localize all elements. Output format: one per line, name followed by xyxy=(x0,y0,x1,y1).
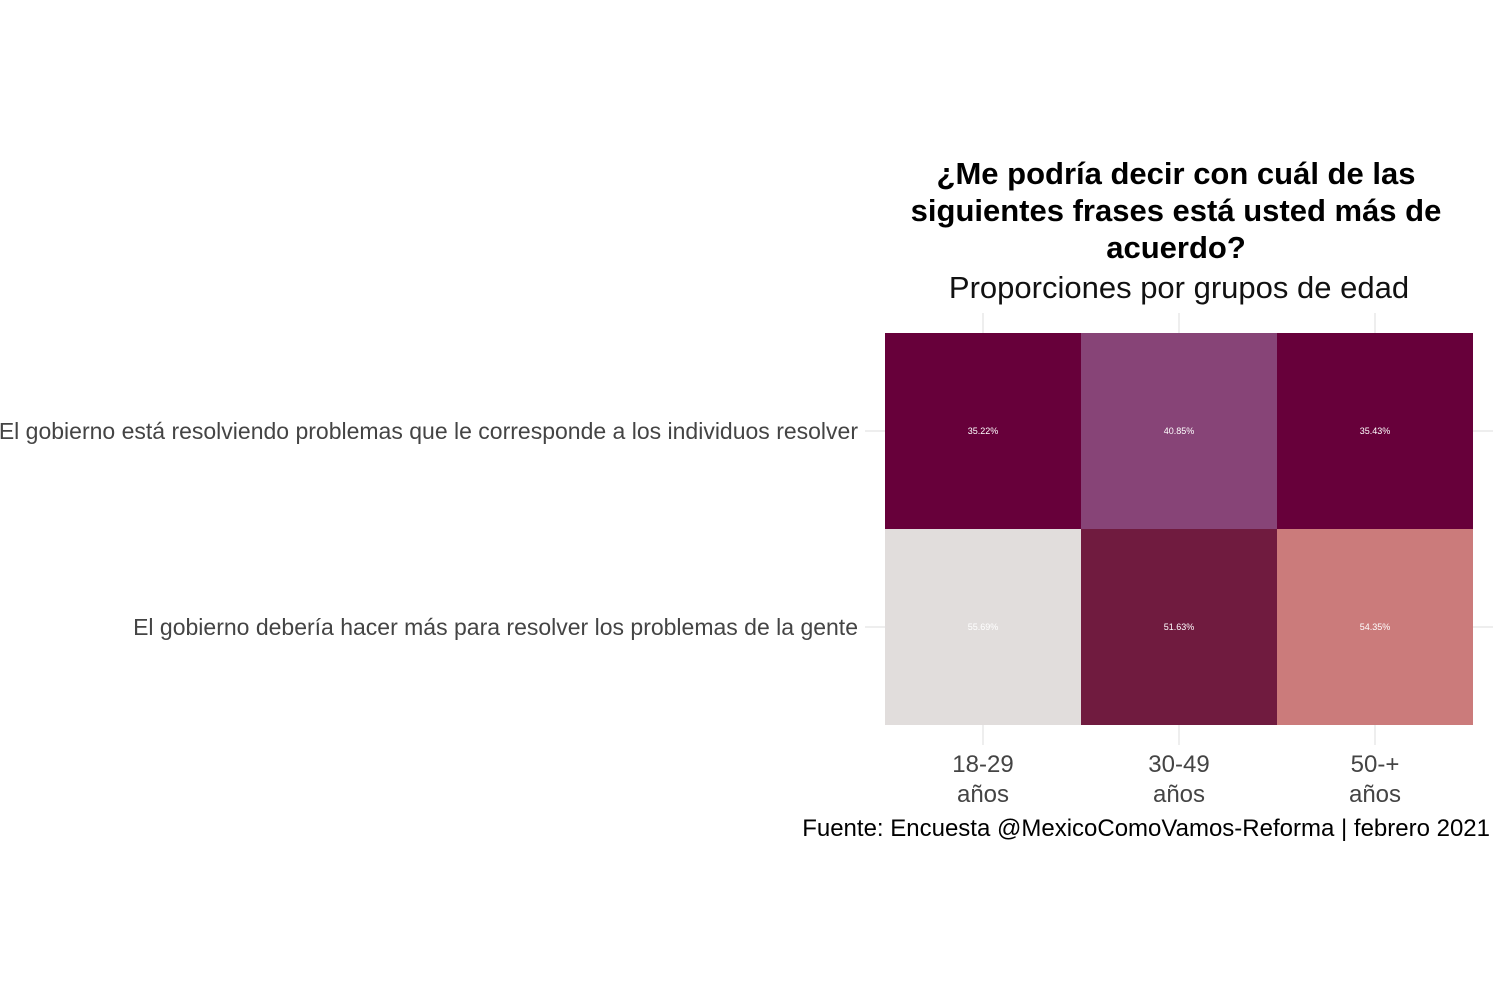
x-axis-label: 18-29 xyxy=(952,751,1013,778)
chart-caption: Fuente: Encuesta @MexicoComoVamos-Reform… xyxy=(802,815,1490,842)
x-axis-label: 50-+ xyxy=(1351,751,1400,778)
heatmap-cell xyxy=(1277,333,1473,529)
x-axis-label: 30-49 xyxy=(1148,751,1209,778)
chart-subtitle: Proporciones por grupos de edad xyxy=(949,270,1409,305)
heatmap-cell xyxy=(1081,529,1277,725)
y-axis-label: El gobierno debería hacer más para resol… xyxy=(133,614,858,640)
cell-value-label: 35.22% xyxy=(968,426,999,436)
chart-title: ¿Me podría decir con cuál de lassiguient… xyxy=(911,156,1442,265)
y-axis-label: El gobierno está resolviendo problemas q… xyxy=(0,418,858,444)
chart-title-line: acuerdo? xyxy=(1106,230,1246,265)
cell-value-label: 54.35% xyxy=(1360,622,1391,632)
heatmap-cells xyxy=(885,333,1473,725)
cell-value-label: 35.43% xyxy=(1360,426,1391,436)
chart-title-line: siguientes frases está usted más de xyxy=(911,193,1442,228)
cell-value-label: 51.63% xyxy=(1164,622,1195,632)
x-axis-label-unit: años xyxy=(957,781,1009,808)
heatmap-cell xyxy=(1081,333,1277,529)
x-axis-label-unit: años xyxy=(1349,781,1401,808)
x-axis-labels: 18-29 años 30-49 años 50-+ años xyxy=(952,751,1401,808)
chart-title-line: ¿Me podría decir con cuál de las xyxy=(937,156,1416,191)
cell-value-label: 40.85% xyxy=(1164,426,1195,436)
heatmap-cell xyxy=(885,333,1081,529)
cell-value-labels: 35.22% 40.85% 35.43% 55.69% 51.63% 54.35% xyxy=(968,426,1391,632)
y-axis-labels: El gobierno está resolviendo problemas q… xyxy=(0,418,858,640)
heatmap-cell xyxy=(885,529,1081,725)
x-axis-label-unit: años xyxy=(1153,781,1205,808)
cell-value-label: 55.69% xyxy=(968,622,999,632)
heatmap-cell xyxy=(1277,529,1473,725)
